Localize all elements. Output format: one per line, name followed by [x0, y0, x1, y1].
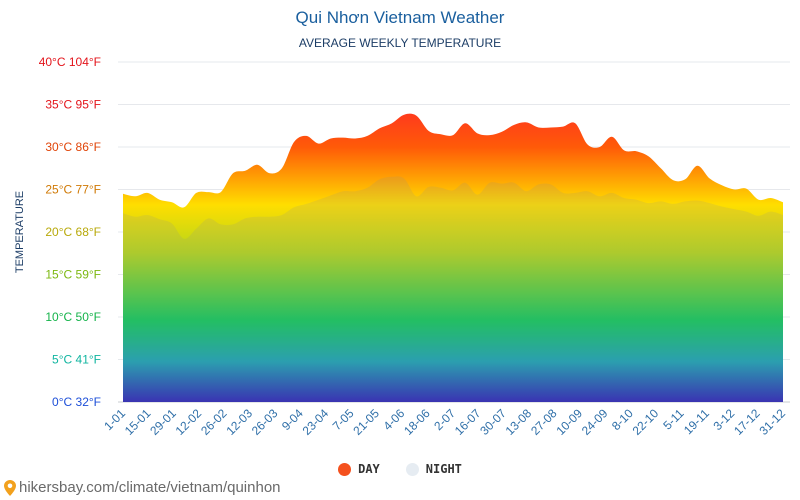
- x-tick-label: 10-09: [553, 406, 585, 438]
- x-tick-label: 22-10: [630, 406, 662, 438]
- y-tick-label: 25°C 77°F: [45, 183, 101, 197]
- x-tick-label: 12-03: [223, 406, 255, 438]
- y-tick-label: 10°C 50°F: [45, 310, 101, 324]
- legend-day-label: DAY: [358, 462, 380, 476]
- y-tick-label: 0°C 32°F: [52, 395, 101, 409]
- x-tick-label: 12-02: [173, 406, 205, 438]
- y-tick-label: 20°C 68°F: [45, 225, 101, 239]
- x-tick-label: 18-06: [401, 406, 433, 438]
- x-tick-label: 26-03: [249, 406, 281, 438]
- series-day-area[interactable]: [123, 113, 783, 402]
- y-tick-label: 40°C 104°F: [39, 55, 101, 69]
- y-tick-label: 15°C 59°F: [45, 268, 101, 282]
- legend-night-label: NIGHT: [425, 462, 462, 476]
- map-pin-icon: [4, 479, 16, 496]
- x-tick-label: 29-01: [147, 406, 179, 438]
- legend-item-day[interactable]: DAY: [338, 462, 380, 476]
- x-tick-label: 17-12: [731, 406, 763, 438]
- x-tick-label: 21-05: [350, 406, 382, 438]
- chart-legend: DAY NIGHT: [0, 462, 800, 476]
- x-tick-label: 15-01: [122, 406, 154, 438]
- x-tick-label: 23-04: [300, 406, 332, 438]
- x-tick-label: 27-08: [528, 406, 560, 438]
- x-tick-label: 19-11: [681, 406, 712, 437]
- x-tick-label: 31-12: [757, 406, 789, 438]
- legend-item-night[interactable]: NIGHT: [405, 462, 462, 476]
- x-tick-label: 26-02: [198, 406, 230, 438]
- y-tick-label: 5°C 41°F: [52, 353, 101, 367]
- chart-subtitle: AVERAGE WEEKLY TEMPERATURE: [298, 36, 502, 50]
- legend-night-swatch: [405, 462, 419, 476]
- chart-title: Qui Nhơn Vietnam Weather: [295, 8, 505, 27]
- y-tick-label: 35°C 95°F: [45, 98, 101, 112]
- x-tick-label: 24-09: [579, 406, 611, 438]
- legend-day-swatch: [338, 462, 352, 476]
- x-tick-label: 16-07: [452, 406, 484, 438]
- y-tick-label: 30°C 86°F: [45, 140, 101, 154]
- footer-url: hikersbay.com/climate/vietnam/quinhon: [19, 479, 281, 496]
- footer-link[interactable]: hikersbay.com/climate/vietnam/quinhon: [4, 479, 281, 496]
- series-night-area[interactable]: [123, 176, 783, 402]
- x-tick-label: 13-08: [503, 406, 535, 438]
- x-tick-label: 30-07: [477, 406, 509, 438]
